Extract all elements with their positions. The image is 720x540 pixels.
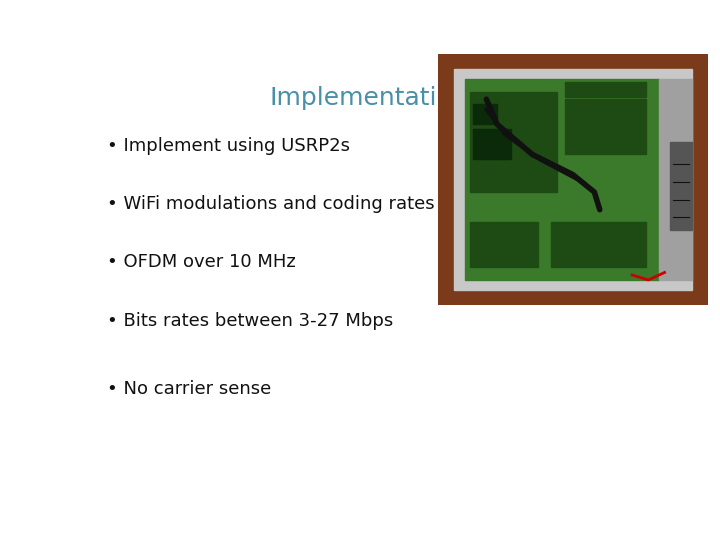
Bar [470, 92, 557, 192]
Bar [564, 82, 646, 97]
Bar [473, 129, 510, 159]
Bar [454, 69, 691, 290]
Bar [473, 104, 498, 124]
Bar [564, 99, 646, 154]
Bar [470, 222, 538, 267]
Bar [670, 142, 692, 230]
Text: • Bits rates between 3-27 Mbps: • Bits rates between 3-27 Mbps [107, 312, 393, 329]
Bar [552, 222, 646, 267]
Text: Implementation: Implementation [270, 85, 468, 110]
Text: • No carrier sense: • No carrier sense [107, 380, 271, 398]
Bar [660, 79, 691, 280]
Bar [465, 79, 660, 280]
Text: • Implement using USRP2s: • Implement using USRP2s [107, 137, 350, 155]
Text: • OFDM over 10 MHz: • OFDM over 10 MHz [107, 253, 295, 271]
Text: • WiFi modulations and coding rates: • WiFi modulations and coding rates [107, 195, 434, 213]
